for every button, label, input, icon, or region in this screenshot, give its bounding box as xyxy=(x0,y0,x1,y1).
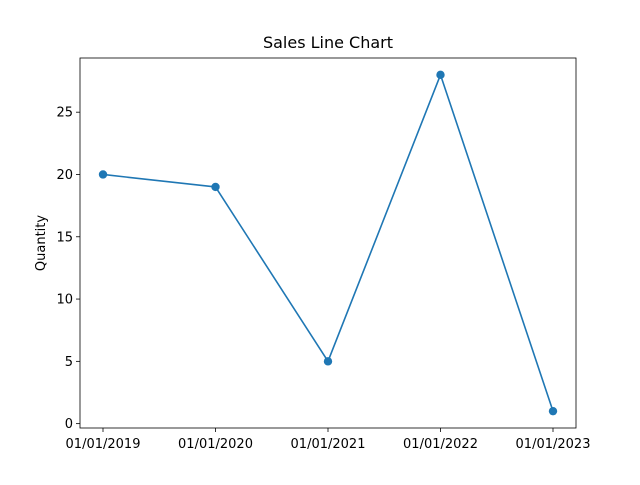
data-point xyxy=(436,70,445,80)
x-tick-label: 01/01/2021 xyxy=(291,437,366,452)
y-tick-label: 0 xyxy=(65,417,73,432)
x-tick-label: 01/01/2022 xyxy=(403,437,478,452)
y-axis-ticks: 0 5 10 15 20 25 xyxy=(56,106,80,432)
plot-area xyxy=(80,58,576,428)
y-tick-label: 25 xyxy=(56,106,73,121)
y-tick-label: 10 xyxy=(56,293,73,308)
data-point xyxy=(211,182,220,192)
data-point xyxy=(548,406,558,416)
x-tick-label: 01/01/2020 xyxy=(178,437,253,452)
series-layer xyxy=(98,70,558,416)
y-tick-label: 15 xyxy=(56,230,73,245)
chart-title: Sales Line Chart xyxy=(263,33,393,52)
data-point xyxy=(98,170,108,179)
y-axis-title: Quantity xyxy=(34,215,49,271)
data-point xyxy=(323,357,333,366)
plot-frame xyxy=(79,57,577,429)
x-tick-label: 01/01/2023 xyxy=(516,437,591,452)
y-tick-label: 20 xyxy=(56,168,73,183)
x-axis-ticks: 01/01/2019 01/01/2020 01/01/2021 01/01/2022… xyxy=(66,428,591,452)
x-tick-label: 01/01/2019 xyxy=(66,437,141,452)
y-tick-label: 5 xyxy=(65,355,73,370)
